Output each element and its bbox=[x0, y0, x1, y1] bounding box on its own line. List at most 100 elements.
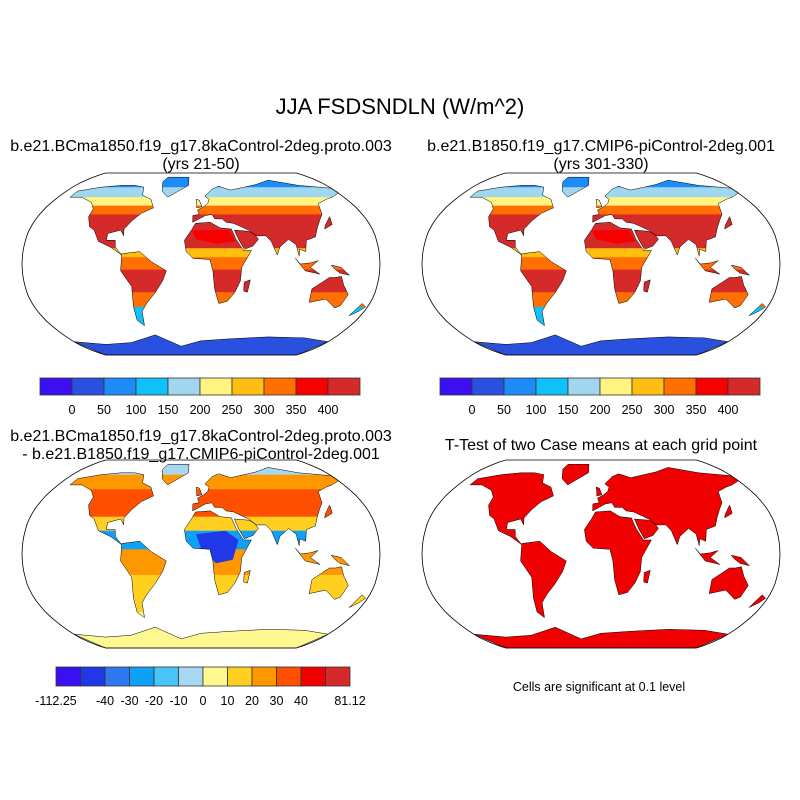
panel-1-title: b.e21.BCma1850.f19_g17.8kaControl-2deg.p… bbox=[10, 138, 392, 174]
coastline-eurasia bbox=[592, 467, 739, 546]
colorbar-label: 250 bbox=[222, 403, 243, 417]
colorbar-label: 0 bbox=[69, 403, 76, 417]
colorbar-box bbox=[567, 377, 601, 396]
coastline-new-zealand bbox=[748, 594, 766, 608]
data-band bbox=[70, 248, 366, 258]
data-band bbox=[70, 205, 366, 215]
coastline-africa bbox=[184, 510, 252, 596]
colorbar-box bbox=[503, 377, 537, 396]
colorbar-box bbox=[80, 666, 106, 687]
coastline-new-guinea bbox=[330, 264, 351, 276]
colorbar-box bbox=[439, 377, 473, 396]
colorbar-label: 200 bbox=[590, 403, 611, 417]
colorbar-case1: 0 50 100 150 200 250 300 350 400 bbox=[39, 377, 361, 417]
colorbar-box bbox=[300, 666, 326, 687]
colorbar-label: 100 bbox=[526, 403, 547, 417]
colorbar-label: 0 bbox=[200, 694, 207, 708]
colorbar-box bbox=[325, 666, 351, 687]
coastline-eurasia bbox=[192, 467, 339, 546]
colorbar-difference: -112.25 -40 -30 -20 -10 0 10 20 30 40 81.12 bbox=[35, 666, 366, 708]
map-panel-2 bbox=[421, 172, 781, 356]
panel-1-years: (yrs 21-50) bbox=[162, 156, 240, 173]
data-band bbox=[470, 205, 766, 215]
colorbar-box bbox=[167, 377, 201, 396]
coastline-arabia bbox=[633, 229, 659, 250]
map-border bbox=[21, 172, 381, 356]
coastline-north-america bbox=[469, 185, 554, 256]
map-panel-1 bbox=[21, 172, 381, 356]
coastline-japan bbox=[724, 216, 733, 230]
coastline-south-america bbox=[520, 251, 567, 327]
coastline-britain bbox=[195, 198, 203, 209]
coastline-new-zealand bbox=[348, 594, 366, 608]
data-band bbox=[470, 464, 766, 648]
data-band bbox=[70, 187, 366, 198]
coastline-indonesia bbox=[295, 258, 321, 275]
coastline-madagascar bbox=[243, 569, 251, 584]
coastline-north-america bbox=[69, 472, 154, 545]
colorbar-case2: 0 50 100 150 200 250 300 350 400 bbox=[439, 377, 761, 417]
coastline-australia bbox=[708, 566, 749, 600]
colorbar-box bbox=[663, 377, 697, 396]
colorbar-box bbox=[202, 666, 228, 687]
colorbar-box bbox=[251, 666, 277, 687]
data-band bbox=[470, 269, 766, 293]
colorbar-box bbox=[39, 377, 73, 396]
high-value-region bbox=[591, 230, 636, 244]
coastline-australia bbox=[308, 566, 349, 600]
ttest-note: Cells are significant at 0.1 level bbox=[512, 680, 686, 694]
map-panel-3 bbox=[21, 459, 381, 649]
coastline-south-america bbox=[120, 540, 167, 619]
colorbar-box bbox=[129, 666, 155, 687]
colorbar-label: 20 bbox=[245, 694, 259, 708]
data-band bbox=[70, 197, 366, 207]
map-border bbox=[421, 172, 781, 356]
colorbar-box bbox=[599, 377, 633, 396]
negative-anomaly-region bbox=[196, 530, 239, 564]
colorbar-box bbox=[727, 377, 761, 396]
coastline-britain bbox=[595, 198, 603, 209]
colorbar-box bbox=[104, 666, 130, 687]
coastline-arabia bbox=[234, 518, 259, 540]
colorbar-label: 30 bbox=[270, 694, 284, 708]
panel-3-title: b.e21.BCma1850.f19_g17.8kaControl-2deg.p… bbox=[10, 428, 392, 464]
coastline-north-america bbox=[69, 185, 154, 256]
coastline-australia bbox=[708, 276, 749, 309]
colorbar-box bbox=[199, 377, 233, 396]
coastline-africa bbox=[184, 222, 252, 304]
coastline-south-america bbox=[520, 540, 567, 619]
panel-3-minus-case: - b.e21.B1850.f19_g17.CMIP6-piControl-2d… bbox=[22, 446, 380, 463]
coastline-eurasia bbox=[192, 179, 339, 257]
colorbar-label: -112.25 bbox=[35, 694, 77, 708]
data-band bbox=[470, 330, 766, 355]
coastline-greenland bbox=[161, 464, 190, 486]
colorbar-label: 50 bbox=[497, 403, 511, 417]
colorbar-label: 250 bbox=[622, 403, 643, 417]
panel-2-years: (yrs 301-330) bbox=[553, 156, 649, 173]
colorbar-box bbox=[695, 377, 729, 396]
coastline-arabia bbox=[634, 518, 659, 540]
panel-1-case: b.e21.BCma1850.f19_g17.8kaControl-2deg.p… bbox=[10, 138, 392, 155]
colorbar-label: 81.12 bbox=[334, 694, 365, 708]
land-fill bbox=[470, 177, 766, 355]
map-border bbox=[21, 459, 381, 649]
colorbar-label: 350 bbox=[286, 403, 307, 417]
colorbar-box bbox=[55, 666, 81, 687]
coastline-south-america bbox=[120, 251, 167, 327]
coastline-indonesia bbox=[295, 548, 321, 565]
coastline-madagascar bbox=[643, 279, 651, 293]
colorbar-box bbox=[471, 377, 505, 396]
map-border bbox=[421, 459, 781, 649]
colorbar-label: 10 bbox=[221, 694, 235, 708]
coastline-madagascar bbox=[243, 279, 251, 293]
colorbar-label: 40 bbox=[294, 694, 308, 708]
coastline-japan bbox=[724, 504, 733, 519]
coastline-new-zealand bbox=[748, 303, 766, 317]
colorbar-box bbox=[135, 377, 169, 396]
colorbar-label: 0 bbox=[469, 403, 476, 417]
data-band bbox=[70, 612, 366, 648]
colorbar-label: -10 bbox=[169, 694, 187, 708]
data-band bbox=[70, 516, 366, 532]
coastline-indonesia bbox=[695, 548, 721, 565]
